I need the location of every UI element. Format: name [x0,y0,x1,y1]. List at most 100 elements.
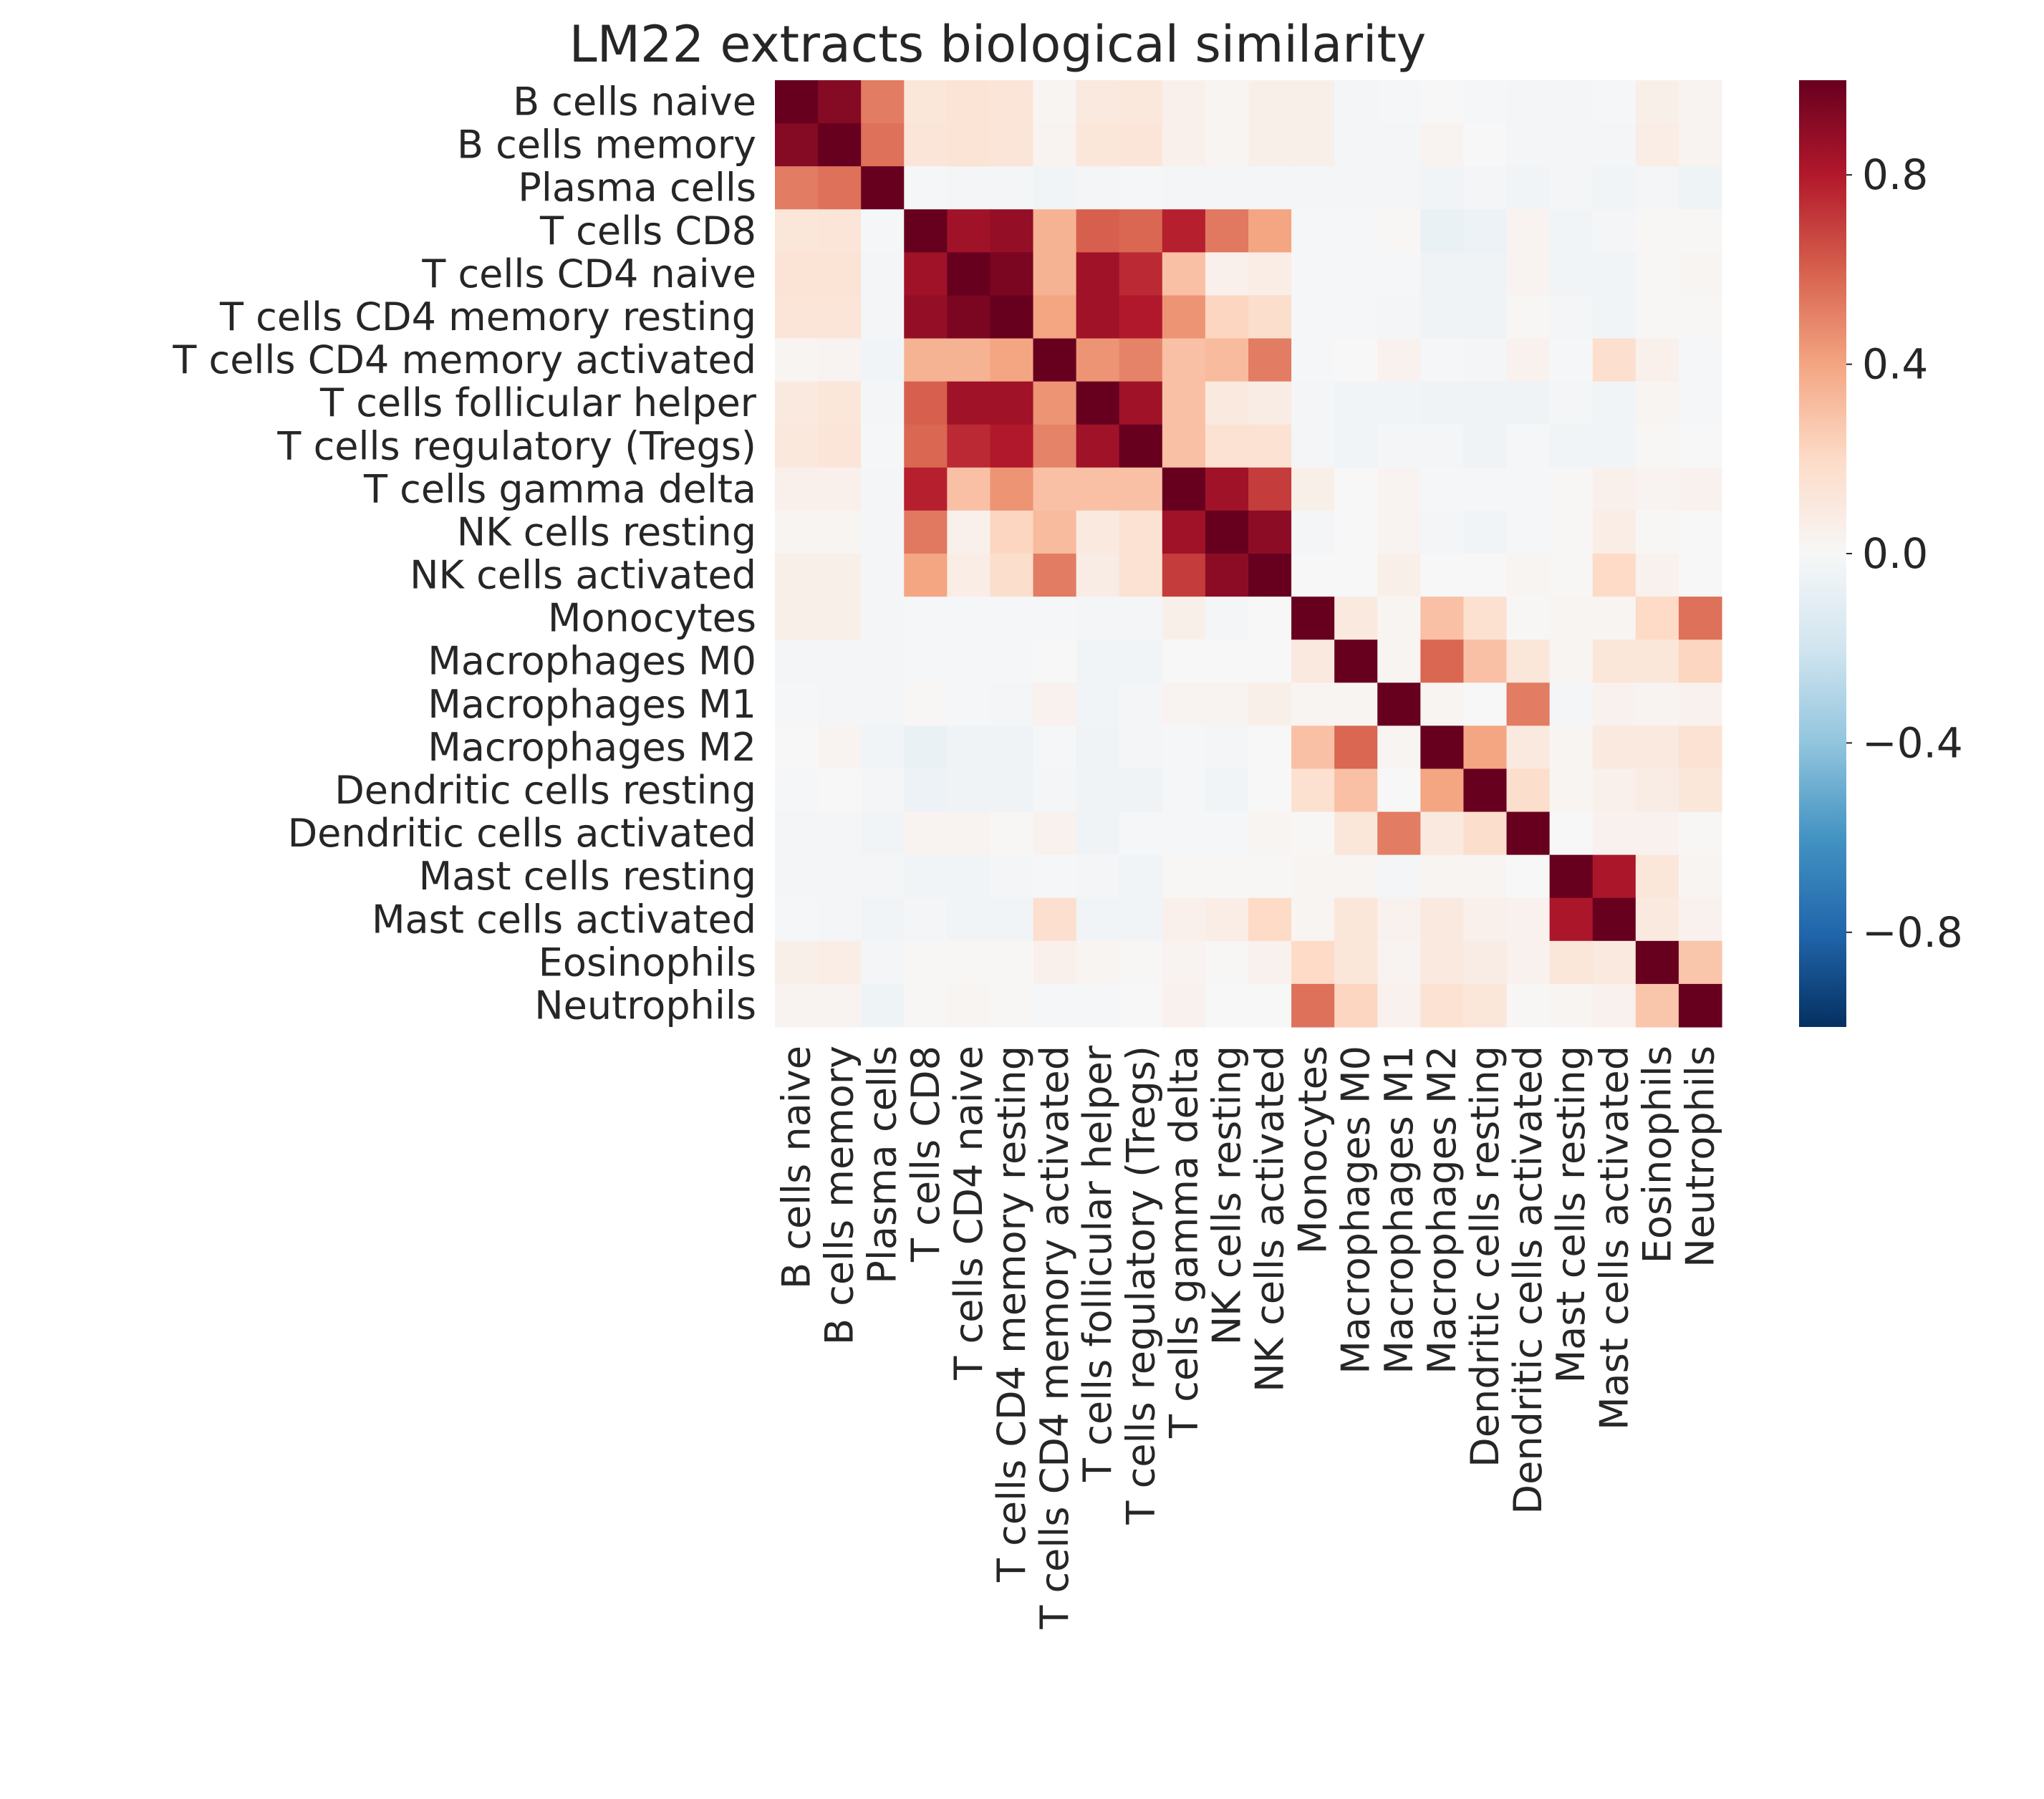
heatmap-cell [1076,295,1120,339]
heatmap-cell [1162,554,1206,597]
row-label: Macrophages M0 [428,639,756,684]
heatmap-cell [990,381,1034,425]
heatmap-cell [990,854,1034,899]
heatmap-cell [1377,768,1421,813]
heatmap-cell [1549,940,1594,985]
heatmap-cell [1162,123,1206,167]
heatmap-cell [1678,683,1722,726]
colorbar-tick-label: −0.8 [1862,908,1963,957]
column-label: T cells CD4 memory activated [1032,1046,1077,1630]
heatmap-cell [1592,725,1636,770]
column-label: T cells gamma delta [1161,1046,1206,1439]
heatmap-cell [1377,983,1421,1028]
heatmap-cell [1463,854,1508,899]
heatmap-cell [861,381,905,425]
heatmap-cell [1420,80,1465,124]
heatmap-cell [818,209,862,253]
row-label: T cells CD4 naive [421,251,756,296]
heatmap-cell [990,209,1034,253]
heatmap-cell [1248,683,1292,726]
heatmap-cell [1678,209,1722,253]
heatmap-cell [904,252,948,296]
heatmap-cell [1205,640,1249,683]
heatmap-cell [990,510,1034,554]
heatmap-cell [990,597,1034,640]
heatmap-cell [1678,123,1722,167]
heatmap-cell [1205,554,1249,597]
row-label: Dendritic cells resting [334,768,756,813]
heatmap-cell [1420,123,1465,167]
heatmap-cell [1592,381,1636,425]
heatmap-cell [1291,424,1335,468]
heatmap-cell [1377,295,1421,339]
heatmap-cell [1291,467,1335,511]
heatmap-cell [1033,510,1077,554]
heatmap-cell [990,123,1034,167]
heatmap-cell [818,510,862,554]
heatmap-cell [1162,597,1206,640]
heatmap-cell [1420,554,1465,597]
heatmap-cell [1248,854,1292,899]
heatmap-cell [1119,683,1163,726]
heatmap-cell [1592,811,1636,856]
heatmap-cell [947,725,991,770]
heatmap-cell [1420,725,1465,770]
heatmap-cell [1119,166,1163,210]
heatmap-cell [1119,768,1163,813]
row-label: NK cells resting [457,509,756,554]
heatmap-cell [1678,897,1722,942]
heatmap-cell [1506,381,1551,425]
heatmap-cell [1506,123,1551,167]
heatmap-cell [1635,123,1679,167]
heatmap-cell [990,554,1034,597]
heatmap-cell [1033,683,1077,726]
heatmap-cell [1076,683,1120,726]
heatmap-cell [1334,854,1378,899]
row-label: Eosinophils [539,940,756,985]
heatmap-cell [775,554,819,597]
heatmap-cell [818,381,862,425]
heatmap-cell [1463,811,1508,856]
heatmap-cell [1506,510,1551,554]
heatmap-cell [904,554,948,597]
heatmap-cell [990,768,1034,813]
heatmap-cell [818,983,862,1028]
heatmap-cell [990,725,1034,770]
heatmap-cell [1592,252,1636,296]
heatmap-cell [1033,725,1077,770]
heatmap-cell [1463,897,1508,942]
heatmap-cell [775,381,819,425]
heatmap-cell [904,811,948,856]
heatmap-cell [1592,467,1636,511]
heatmap-cell [1420,983,1465,1028]
heatmap-cell [1334,381,1378,425]
heatmap-cell [1334,640,1378,683]
heatmap-cell [1076,166,1120,210]
heatmap-cell [1162,640,1206,683]
heatmap-cell [990,811,1034,856]
heatmap-cell [861,811,905,856]
heatmap-cell [818,80,862,124]
heatmap-cell [1377,338,1421,382]
heatmap-cell [1549,983,1594,1028]
column-label: T cells CD8 [903,1046,948,1263]
heatmap-cell [1248,424,1292,468]
heatmap-cell [1635,252,1679,296]
heatmap-cell [1334,725,1378,770]
heatmap-cell [1162,725,1206,770]
heatmap-cell [775,811,819,856]
heatmap-cell [1592,209,1636,253]
heatmap-cell [861,424,905,468]
heatmap-cell [861,510,905,554]
heatmap-cell [1205,854,1249,899]
heatmap-cell [1248,597,1292,640]
heatmap-cell [1635,80,1679,124]
heatmap-cell [947,683,991,726]
heatmap-cell [1549,123,1594,167]
heatmap-cell [1205,510,1249,554]
heatmap-cell [904,854,948,899]
row-label: Plasma cells [518,165,756,211]
heatmap-cell [1592,166,1636,210]
heatmap-cell [1420,295,1465,339]
heatmap-cell [904,897,948,942]
